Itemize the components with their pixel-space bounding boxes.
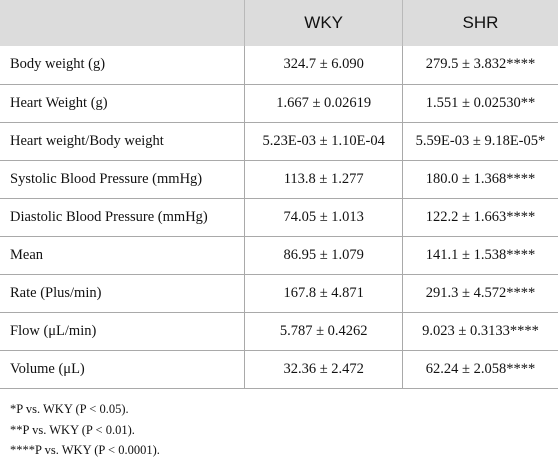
table-row: Rate (Plus/min) 167.8 ± 4.871 291.3 ± 4.…	[0, 274, 558, 313]
wky-value: 32.36 ± 2.472	[244, 350, 403, 389]
shr-value: 141.1 ± 1.538****	[401, 236, 558, 275]
shr-value: 180.0 ± 1.368****	[401, 160, 558, 199]
table-row: Heart weight/Body weight 5.23E-03 ± 1.10…	[0, 122, 558, 161]
wky-value: 5.787 ± 0.4262	[244, 312, 403, 351]
row-label: Systolic Blood Pressure (mmHg)	[0, 160, 245, 199]
footnotes: *P vs. WKY (P < 0.05). **P vs. WKY (P < …	[10, 399, 160, 461]
shr-value: 122.2 ± 1.663****	[401, 198, 558, 237]
footnote: ****P vs. WKY (P < 0.0001).	[10, 443, 160, 457]
row-label: Flow (μL/min)	[0, 312, 245, 351]
footnote: **P vs. WKY (P < 0.01).	[10, 422, 135, 437]
wky-value: 167.8 ± 4.871	[244, 274, 403, 313]
row-label: Heart weight/Body weight	[0, 122, 245, 161]
wky-value: 324.7 ± 6.090	[244, 46, 403, 85]
wky-value: 86.95 ± 1.079	[244, 236, 403, 275]
row-label: Rate (Plus/min)	[0, 274, 245, 313]
table-row: Heart Weight (g) 1.667 ± 0.02619 1.551 ±…	[0, 84, 558, 123]
wky-value: 74.05 ± 1.013	[244, 198, 403, 237]
header-wky: WKY	[244, 0, 403, 46]
data-table: WKY SHR Body weight (g) 324.7 ± 6.090 27…	[0, 0, 558, 389]
row-label: Diastolic Blood Pressure (mmHg)	[0, 198, 245, 237]
shr-value: 9.023 ± 0.3133****	[401, 312, 558, 351]
wky-value: 113.8 ± 1.277	[244, 160, 403, 199]
table-row: Body weight (g) 324.7 ± 6.090 279.5 ± 3.…	[0, 46, 558, 85]
wky-value: 5.23E-03 ± 1.10E-04	[244, 122, 403, 161]
row-label: Volume (μL)	[0, 350, 245, 389]
header-empty	[0, 0, 245, 46]
table-row: Mean 86.95 ± 1.079 141.1 ± 1.538****	[0, 236, 558, 275]
footnote: *P vs. WKY (P < 0.05).	[10, 402, 129, 416]
row-label: Body weight (g)	[0, 46, 245, 85]
table-row: Flow (μL/min) 5.787 ± 0.4262 9.023 ± 0.3…	[0, 312, 558, 351]
header-row: WKY SHR	[0, 0, 558, 46]
row-label: Mean	[0, 236, 245, 275]
shr-value: 291.3 ± 4.572****	[401, 274, 558, 313]
table-row: Diastolic Blood Pressure (mmHg) 74.05 ± …	[0, 198, 558, 237]
shr-value: 5.59E-03 ± 9.18E-05*	[401, 122, 558, 161]
row-label: Heart Weight (g)	[0, 84, 245, 123]
table-row: Systolic Blood Pressure (mmHg) 113.8 ± 1…	[0, 160, 558, 199]
table-row: Volume (μL) 32.36 ± 2.472 62.24 ± 2.058*…	[0, 350, 558, 389]
shr-value: 1.551 ± 0.02530**	[401, 84, 558, 123]
shr-value: 62.24 ± 2.058****	[401, 350, 558, 389]
shr-value: 279.5 ± 3.832****	[401, 46, 558, 85]
header-shr: SHR	[401, 0, 558, 46]
wky-value: 1.667 ± 0.02619	[244, 84, 403, 123]
